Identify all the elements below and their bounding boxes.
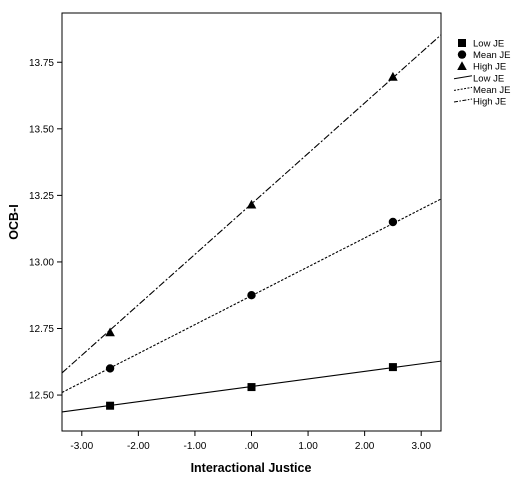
marker-circle-0 xyxy=(105,364,115,373)
fit-line-1 xyxy=(62,198,441,394)
marker-square-0 xyxy=(106,401,115,410)
y-tick-label-5: 13.75 xyxy=(29,58,54,69)
legend-marker-triangle xyxy=(457,61,467,70)
x-tick-label-2: -1.00 xyxy=(184,441,207,452)
legend-label: Low JE xyxy=(473,73,504,84)
legend-marker-circle xyxy=(457,50,467,59)
legend-marker-square xyxy=(458,39,466,47)
marker-triangle-0 xyxy=(105,327,115,337)
legend-item-marker-1: Mean JE xyxy=(457,50,511,61)
plot-area xyxy=(61,12,442,432)
marker-square-1 xyxy=(247,383,256,392)
legend-item-line-0: Low JE xyxy=(453,73,504,84)
legend-line-swatch xyxy=(453,98,473,103)
y-axis: 12.50 12.75 13.00 13.25 13.50 13.75 xyxy=(29,58,62,402)
legend-item-marker-2: High JE xyxy=(457,61,506,73)
x-tick-label-6: 3.00 xyxy=(411,441,431,452)
y-axis-title: OCB-I xyxy=(7,204,21,239)
legend-item-marker-0: Low JE xyxy=(458,39,504,50)
x-axis: -3.00 -2.00 -1.00 .00 1.00 2.00 3.00 xyxy=(70,431,431,452)
x-tick-label-1: -2.00 xyxy=(127,441,150,452)
legend-label: Mean JE xyxy=(473,50,511,61)
markers xyxy=(105,71,398,410)
marker-circle-1 xyxy=(247,291,256,300)
legend-label: High JE xyxy=(473,97,506,108)
x-tick-label-4: 1.00 xyxy=(298,441,318,452)
y-tick-label-3: 13.25 xyxy=(29,191,54,202)
x-tick-label-0: -3.00 xyxy=(70,441,93,452)
marker-circle-2 xyxy=(388,217,398,227)
marker-square-2 xyxy=(388,363,397,372)
y-tick-label-0: 12.50 xyxy=(29,391,54,402)
y-tick-label-2: 13.00 xyxy=(29,257,54,268)
legend-label: High JE xyxy=(473,62,506,73)
y-tick-label-4: 13.50 xyxy=(29,124,54,135)
legend-label: Mean JE xyxy=(473,85,511,96)
marker-triangle-2 xyxy=(388,71,398,81)
y-tick-label-1: 12.75 xyxy=(29,324,54,335)
x-tick-label-3: .00 xyxy=(245,441,259,452)
legend-item-line-2: High JE xyxy=(453,97,506,108)
marker-triangle-1 xyxy=(246,199,257,209)
legend-line-swatch xyxy=(453,86,473,91)
legend-item-line-1: Mean JE xyxy=(453,85,511,96)
legend-label: Low JE xyxy=(473,39,504,50)
x-axis-title: Interactional Justice xyxy=(191,461,312,475)
x-tick-label-5: 2.00 xyxy=(355,441,375,452)
legend-line-swatch xyxy=(453,75,473,80)
